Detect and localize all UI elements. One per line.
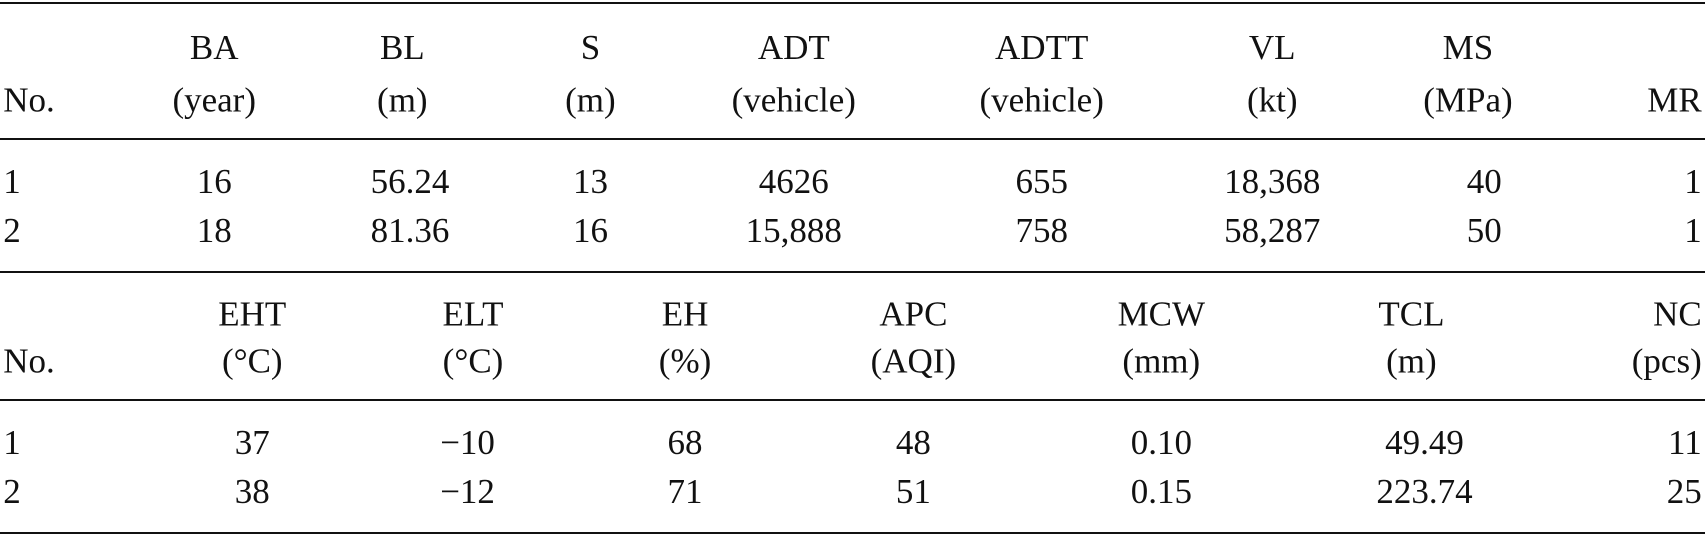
header-cell: EH [662, 295, 709, 334]
cell: 16 [197, 162, 232, 201]
header-cell: (vehicle) [732, 80, 856, 119]
cell: 49.49 [1385, 423, 1464, 462]
header-cell: BA [190, 28, 239, 67]
cell: 18,368 [1224, 162, 1320, 201]
cell: 2 [3, 211, 21, 250]
cell: 15,888 [746, 211, 842, 250]
cell: 25 [1667, 472, 1702, 511]
header-cell: TCL [1378, 295, 1444, 334]
header-cell: ADTT [995, 28, 1088, 67]
header-cell: No. [3, 80, 55, 119]
header-cell: VL [1249, 28, 1296, 67]
header-cell: (AQI) [871, 341, 957, 380]
cell: 1 [3, 423, 21, 462]
header-cell: (m) [565, 80, 616, 119]
header-cell: BL [380, 28, 425, 67]
header-cell: (m) [377, 80, 428, 119]
cell: 71 [668, 472, 703, 511]
cell: 1 [3, 162, 21, 201]
header-cell: (%) [659, 341, 711, 380]
header-cell: (kt) [1247, 80, 1298, 119]
header-cell: (°C) [443, 341, 504, 380]
cell: 37 [235, 423, 270, 462]
header-cell: (pcs) [1632, 341, 1702, 380]
cell: 0.10 [1131, 423, 1192, 462]
cell: 13 [573, 162, 608, 201]
cell: 68 [668, 423, 703, 462]
header-cell: No. [3, 341, 55, 380]
header-cell: EHT [218, 295, 286, 334]
header-cell: (MPa) [1423, 80, 1512, 119]
cell: −10 [440, 423, 495, 462]
cell: 58,287 [1224, 211, 1320, 250]
cell: 51 [896, 472, 931, 511]
cell: 1 [1684, 162, 1702, 201]
header-cell: ELT [443, 295, 504, 334]
header-cell: (°C) [222, 341, 283, 380]
cell: 38 [235, 472, 270, 511]
cell: 11 [1668, 423, 1702, 462]
header-cell: MR [1647, 80, 1702, 119]
cell: 1 [1684, 211, 1702, 250]
cell: 48 [896, 423, 931, 462]
cell: 655 [1015, 162, 1068, 201]
header-cell: ADT [758, 28, 830, 67]
cell: 2 [3, 472, 21, 511]
header-cell: APC [879, 295, 947, 334]
header-cell: (m) [1386, 341, 1437, 380]
header-cell: NC [1653, 295, 1702, 334]
header-cell: (vehicle) [980, 80, 1104, 119]
header-cell: MCW [1118, 295, 1206, 334]
header-cell: S [581, 28, 600, 67]
cell: 40 [1467, 162, 1502, 201]
cell: 18 [197, 211, 232, 250]
cell: −12 [440, 472, 495, 511]
cell: 0.15 [1131, 472, 1192, 511]
cell: 758 [1015, 211, 1068, 250]
header-cell: (mm) [1122, 341, 1200, 380]
cell: 56.24 [371, 162, 450, 201]
header-cell: MS [1443, 28, 1494, 67]
cell: 16 [573, 211, 608, 250]
cell: 50 [1467, 211, 1502, 250]
cell: 81.36 [371, 211, 450, 250]
cell: 223.74 [1376, 472, 1472, 511]
header-cell: (year) [172, 80, 256, 119]
cell: 4626 [759, 162, 829, 201]
